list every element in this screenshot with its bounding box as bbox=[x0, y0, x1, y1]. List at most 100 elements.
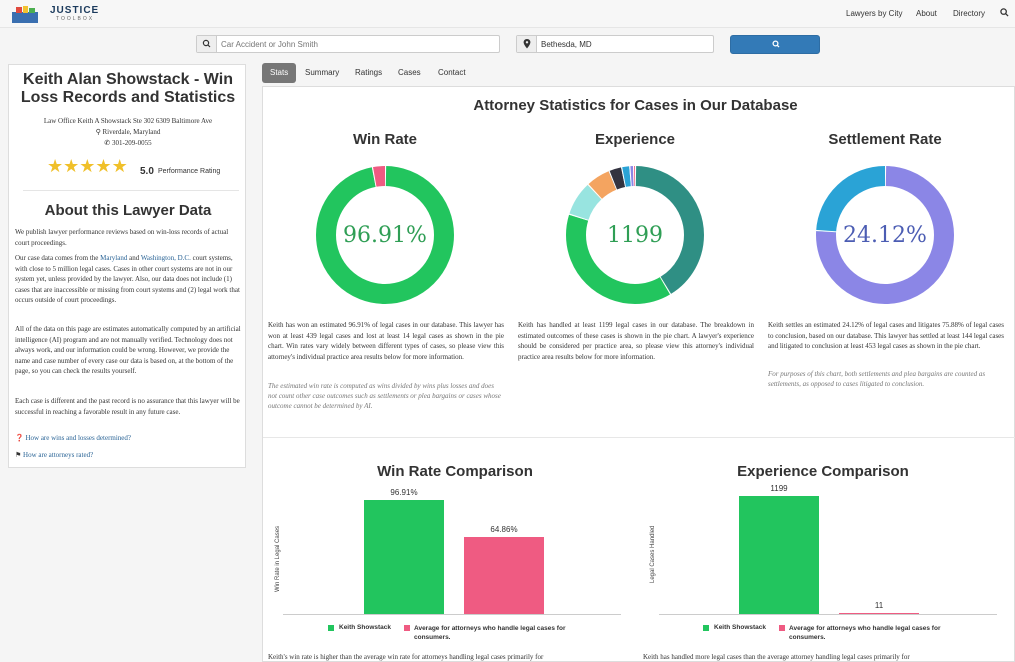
star-icon: ★ bbox=[63, 156, 80, 177]
experience-comparison-axis bbox=[659, 614, 997, 615]
search-icon[interactable] bbox=[1000, 8, 1009, 17]
tab-contact[interactable]: Contact bbox=[438, 68, 466, 77]
lawyer-profile-card: Keith Alan Showstack - Win Loss Records … bbox=[8, 64, 246, 468]
settlement-rate-title: Settlement Rate bbox=[828, 131, 942, 148]
search-icon bbox=[772, 40, 780, 48]
lawyer-title-line1: Keith Alan Showstack - Win bbox=[23, 71, 233, 88]
star-icon: ★ bbox=[79, 156, 96, 177]
legend-swatch-keith bbox=[328, 625, 334, 631]
keith-win-bar bbox=[364, 499, 444, 614]
legend-swatch-keith bbox=[703, 625, 709, 631]
stats-panel: Attorney Statistics for Cases in Our Dat… bbox=[262, 86, 1015, 662]
experience-comparison-title: Experience Comparison bbox=[737, 463, 909, 480]
about-paragraph-3: All of the data on this page are estimat… bbox=[15, 325, 241, 375]
lawyer-phone-row: ✆ 301-209-0055 bbox=[9, 139, 247, 147]
donut-slice bbox=[316, 166, 454, 304]
tab-summary[interactable]: Summary bbox=[305, 68, 340, 77]
settlement-rate-text: Keith settles an estimated 24.12% of leg… bbox=[768, 321, 1004, 350]
win-rate-text: Keith has won an estimated 96.91% of leg… bbox=[268, 321, 504, 361]
lawyer-address-line1: Law Office Keith A Showstack Ste 302 630… bbox=[43, 117, 213, 125]
rating-value: 5.0 bbox=[140, 166, 154, 177]
logo-text: JUSTICE bbox=[50, 5, 100, 16]
rating-stars: ★★★★★ bbox=[47, 156, 128, 177]
logo-subtext: TOOLBOX bbox=[56, 16, 95, 22]
phone-icon: ✆ bbox=[104, 139, 111, 147]
about-paragraph-4: Each case is different and the past reco… bbox=[15, 397, 240, 416]
lawyer-title: Keith Alan Showstack - Win Loss Records … bbox=[9, 71, 247, 107]
average-experience-bar bbox=[839, 612, 919, 614]
settlement-rate-donut bbox=[815, 165, 955, 305]
settlement-rate-note: For purposes of this chart, both settlem… bbox=[768, 370, 986, 388]
win-comparison-text: Keith's win rate is higher than the aver… bbox=[268, 653, 544, 661]
wins-losses-help-link[interactable]: ❓ How are wins and losses determined? bbox=[15, 434, 131, 442]
stats-title: Attorney Statistics for Cases in Our Dat… bbox=[473, 97, 798, 114]
search-icon bbox=[202, 39, 211, 48]
experience-donut bbox=[565, 165, 705, 305]
legend-average: Average for attorneys who handle legal c… bbox=[789, 625, 941, 641]
question-circle-icon: ❓ bbox=[15, 434, 24, 442]
legend-keith: Keith Showstack bbox=[339, 624, 392, 631]
keith-win-bar-label: 96.91% bbox=[390, 487, 418, 497]
location-search-field[interactable] bbox=[516, 35, 714, 53]
attorneys-rated-link[interactable]: ⚑ How are attorneys rated? bbox=[15, 451, 93, 459]
flag-icon: ⚑ bbox=[15, 451, 22, 459]
legend-swatch-average bbox=[779, 625, 785, 631]
about-p2-text: and bbox=[127, 254, 141, 262]
map-marker-icon: ⚲ bbox=[95, 128, 101, 136]
average-experience-bar-label: 11 bbox=[874, 600, 884, 610]
about-p2-text: Our case data comes from the bbox=[15, 254, 101, 262]
divider bbox=[23, 190, 239, 191]
lawyer-address-line2-row: ⚲ Riverdale, Maryland bbox=[9, 128, 247, 136]
query-search-field[interactable] bbox=[196, 35, 500, 53]
star-icon: ★ bbox=[95, 156, 112, 177]
tab-cases[interactable]: Cases bbox=[398, 68, 421, 77]
about-heading: About this Lawyer Data bbox=[44, 202, 212, 219]
section-divider bbox=[263, 437, 1015, 438]
about-paragraph-2: Our case data comes from the Maryland an… bbox=[15, 253, 241, 306]
site-logo[interactable]: JUSTICE TOOLBOX bbox=[8, 2, 108, 26]
experience-text: Keith has handled at least 1199 legal ca… bbox=[518, 321, 754, 361]
washington-dc-link[interactable]: Washington, D.C. bbox=[140, 254, 191, 262]
keith-experience-bar bbox=[739, 496, 819, 614]
donut-slice bbox=[566, 166, 704, 304]
win-rate-note: The estimated win rate is computed as wi… bbox=[268, 382, 501, 410]
star-icon: ★ bbox=[111, 156, 128, 177]
tab-stats[interactable]: Stats bbox=[262, 63, 297, 83]
tab-ratings[interactable]: Ratings bbox=[355, 68, 383, 77]
star-icon: ★ bbox=[47, 156, 64, 177]
location-input[interactable] bbox=[541, 38, 711, 50]
lawyer-title-line2: Loss Records and Statistics bbox=[20, 89, 236, 106]
win-comparison-ylabel: Win Rate in Legal Cases bbox=[275, 525, 281, 592]
win-comparison-axis bbox=[283, 614, 621, 615]
rating-label: Performance Rating bbox=[158, 168, 221, 175]
average-win-bar bbox=[464, 537, 544, 614]
lawyer-phone[interactable]: 301-209-0055 bbox=[111, 139, 152, 147]
nav-about[interactable]: About bbox=[916, 9, 937, 18]
maryland-link[interactable]: Maryland bbox=[100, 254, 128, 262]
experience-title: Experience bbox=[594, 131, 676, 148]
location-addon bbox=[517, 36, 537, 52]
search-bar bbox=[0, 35, 1015, 55]
about-paragraph-1: We publish lawyer performance reviews ba… bbox=[15, 228, 229, 247]
win-rate-donut bbox=[315, 165, 455, 305]
nav-directory[interactable]: Directory bbox=[953, 9, 986, 18]
win-rate-value: 96.91% bbox=[343, 223, 427, 248]
donut-slice bbox=[816, 166, 954, 304]
about-p2-text: court systems, with close to 5 million l… bbox=[15, 254, 240, 304]
experience-comparison-text: Keith has handled more legal cases than … bbox=[643, 653, 910, 661]
top-navbar: JUSTICE TOOLBOX Lawyers by City About Di… bbox=[0, 0, 1015, 28]
wins-losses-help-text: How are wins and losses determined? bbox=[25, 434, 132, 442]
query-input[interactable] bbox=[221, 38, 491, 50]
average-win-bar-label: 64.86% bbox=[490, 525, 518, 535]
query-addon bbox=[197, 36, 217, 52]
search-button[interactable] bbox=[730, 35, 820, 54]
win-comparison-title: Win Rate Comparison bbox=[377, 463, 533, 480]
nav-lawyers-by-city[interactable]: Lawyers by City bbox=[846, 9, 903, 18]
experience-comparison-ylabel: Legal Cases Handled bbox=[650, 525, 656, 583]
lawyer-address-line2: Riverdale, Maryland bbox=[102, 128, 161, 136]
attorneys-rated-text: How are attorneys rated? bbox=[23, 451, 94, 459]
toolbox-logo-icon bbox=[12, 6, 38, 23]
map-marker-icon bbox=[523, 39, 531, 49]
settlement-rate-value: 24.12% bbox=[843, 223, 927, 248]
donut-slice bbox=[566, 166, 704, 304]
